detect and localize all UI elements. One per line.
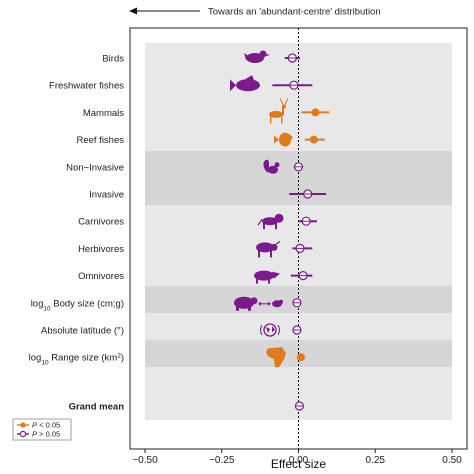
row-label-invasive: Invasive	[89, 190, 124, 201]
boar-icon	[254, 270, 280, 284]
x-tick-label-3: 0.25	[366, 455, 386, 466]
reef-fish-icon	[274, 132, 293, 147]
direction-note: Towards an 'abundant-centre' distributio…	[129, 7, 381, 18]
x-tick-label-4: 0.50	[442, 455, 462, 466]
legend-item-significant: P < 0.05	[17, 421, 60, 430]
estimate-point-log10-range-size-km2	[296, 353, 305, 362]
row-label-log10-body-size-cm-g: log10 Body size (cm;g)	[31, 298, 124, 312]
row-label-birds: Birds	[102, 54, 124, 65]
legend-dot-non-significant	[19, 430, 27, 438]
direction-arrow-head	[129, 7, 137, 15]
legend-item-non-significant: P > 0.05	[17, 430, 60, 439]
africa-icon	[266, 347, 286, 368]
bird-icon	[244, 50, 270, 63]
legend-box	[12, 418, 72, 441]
bear-icon	[234, 296, 283, 311]
estimate-point-mammals	[311, 108, 320, 117]
x-axis: −0.50 −0.25 0.00 0.25 0.50	[132, 449, 462, 466]
row-label-freshwater-fishes: Freshwater fishes	[49, 81, 124, 92]
row-label-herbivores: Herbivores	[78, 244, 124, 255]
lion-icon	[257, 213, 284, 230]
x-tick-label-2: 0.00	[289, 455, 309, 466]
legend-label-non-significant: P > 0.05	[32, 430, 60, 439]
row-label-log10-range-size-km2: log10 Range size (km2)	[29, 352, 124, 366]
legend: P < 0.05 P > 0.05	[12, 418, 72, 441]
row-bands	[145, 43, 452, 420]
direction-note-text: Towards an 'abundant-centre' distributio…	[208, 7, 381, 18]
row-label-omnivores: Omnivores	[78, 271, 124, 282]
buffalo-icon	[256, 240, 281, 258]
row-label-reef-fishes: Reef fishes	[76, 135, 124, 146]
row-label-grand-mean: Grand mean	[69, 402, 125, 413]
deer-icon	[269, 98, 289, 124]
row-label-mammals: Mammals	[83, 108, 124, 119]
globe-icon	[260, 323, 280, 337]
effect-marks	[272, 53, 330, 411]
row-labels: Birds Freshwater fishes Mammals Reef fishes…	[29, 54, 125, 413]
x-tick-label-1: −0.25	[209, 455, 235, 466]
x-axis-title: Effect size	[271, 457, 326, 471]
squirrel-icon	[263, 159, 280, 174]
x-tick-label-0: −0.50	[132, 455, 158, 466]
row-label-absolute-latitude: Absolute latitude (°)	[41, 326, 124, 337]
row-label-carnivores: Carnivores	[78, 217, 124, 228]
row-icons	[230, 50, 293, 368]
estimate-point-reef-fishes	[309, 135, 318, 144]
legend-label-significant: P < 0.05	[32, 421, 60, 430]
legend-dot-significant	[20, 422, 26, 428]
row-label-non-invasive: Non−Invasive	[66, 162, 124, 173]
fish-icon	[230, 75, 260, 92]
